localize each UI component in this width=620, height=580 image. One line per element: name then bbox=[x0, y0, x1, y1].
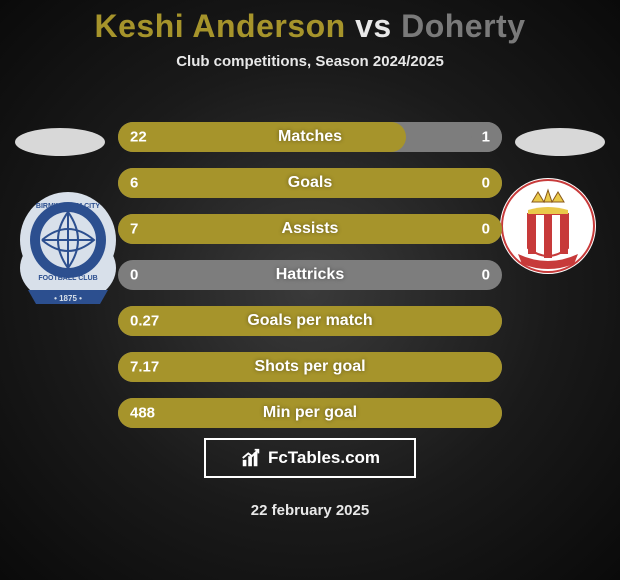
svg-text:BIRMINGHAM CITY: BIRMINGHAM CITY bbox=[36, 203, 100, 210]
comparison-title: Keshi Anderson vs Doherty bbox=[0, 0, 620, 45]
stat-row: 0.27Goals per match bbox=[118, 306, 502, 336]
date-text: 22 february 2025 bbox=[0, 502, 620, 519]
brand-text: FcTables.com bbox=[268, 448, 380, 468]
birmingham-crest-icon: BIRMINGHAM CITY FOOTBALL CLUB • 1875 • bbox=[18, 178, 118, 308]
club-crest-left: BIRMINGHAM CITY FOOTBALL CLUB • 1875 • bbox=[18, 178, 118, 308]
svg-text:• 1875 •: • 1875 • bbox=[54, 294, 82, 303]
stat-label: Min per goal bbox=[118, 404, 502, 422]
stat-label: Goals per match bbox=[118, 312, 502, 330]
brand-box: FcTables.com bbox=[204, 438, 416, 478]
stat-row: 221Matches bbox=[118, 122, 502, 152]
stat-row: 70Assists bbox=[118, 214, 502, 244]
stat-row: 7.17Shots per goal bbox=[118, 352, 502, 382]
left-platform-ellipse bbox=[15, 128, 105, 156]
stat-row: 60Goals bbox=[118, 168, 502, 198]
right-platform-ellipse bbox=[515, 128, 605, 156]
stevenage-crest-icon bbox=[498, 176, 598, 276]
growth-chart-icon bbox=[240, 447, 262, 469]
comparison-bars: 221Matches 60Goals 70Assists 00Hattricks 0.2… bbox=[118, 122, 502, 444]
stat-row: 488Min per goal bbox=[118, 398, 502, 428]
svg-text:FOOTBALL CLUB: FOOTBALL CLUB bbox=[38, 275, 97, 282]
stat-label: Shots per goal bbox=[118, 358, 502, 376]
subtitle: Club competitions, Season 2024/2025 bbox=[0, 53, 620, 70]
club-crest-right bbox=[498, 176, 598, 276]
player1-name: Keshi Anderson bbox=[95, 8, 346, 44]
stat-label: Hattricks bbox=[118, 266, 502, 284]
stat-label: Goals bbox=[118, 174, 502, 192]
stat-label: Matches bbox=[118, 128, 502, 146]
vs-text: vs bbox=[355, 8, 392, 44]
player2-name: Doherty bbox=[401, 8, 525, 44]
stat-row: 00Hattricks bbox=[118, 260, 502, 290]
stat-label: Assists bbox=[118, 220, 502, 238]
